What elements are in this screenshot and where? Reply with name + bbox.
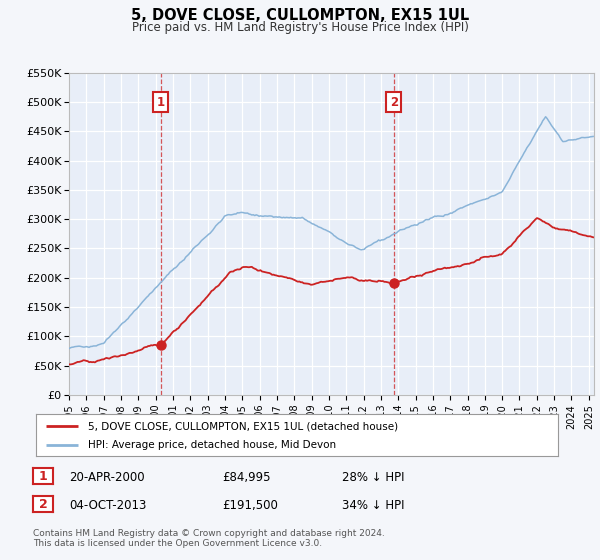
Text: HPI: Average price, detached house, Mid Devon: HPI: Average price, detached house, Mid …: [88, 440, 337, 450]
Text: £84,995: £84,995: [222, 470, 271, 484]
Text: £191,500: £191,500: [222, 498, 278, 512]
Text: Contains HM Land Registry data © Crown copyright and database right 2024.: Contains HM Land Registry data © Crown c…: [33, 529, 385, 538]
Text: 2: 2: [38, 497, 47, 511]
Text: 2: 2: [390, 96, 398, 109]
Text: 1: 1: [38, 469, 47, 483]
Text: 5, DOVE CLOSE, CULLOMPTON, EX15 1UL (detached house): 5, DOVE CLOSE, CULLOMPTON, EX15 1UL (det…: [88, 421, 398, 431]
Text: Price paid vs. HM Land Registry's House Price Index (HPI): Price paid vs. HM Land Registry's House …: [131, 21, 469, 34]
Text: 5, DOVE CLOSE, CULLOMPTON, EX15 1UL: 5, DOVE CLOSE, CULLOMPTON, EX15 1UL: [131, 8, 469, 24]
Text: 20-APR-2000: 20-APR-2000: [69, 470, 145, 484]
Text: 04-OCT-2013: 04-OCT-2013: [69, 498, 146, 512]
Text: This data is licensed under the Open Government Licence v3.0.: This data is licensed under the Open Gov…: [33, 539, 322, 548]
Text: 28% ↓ HPI: 28% ↓ HPI: [342, 470, 404, 484]
Text: 34% ↓ HPI: 34% ↓ HPI: [342, 498, 404, 512]
Text: 1: 1: [157, 96, 165, 109]
